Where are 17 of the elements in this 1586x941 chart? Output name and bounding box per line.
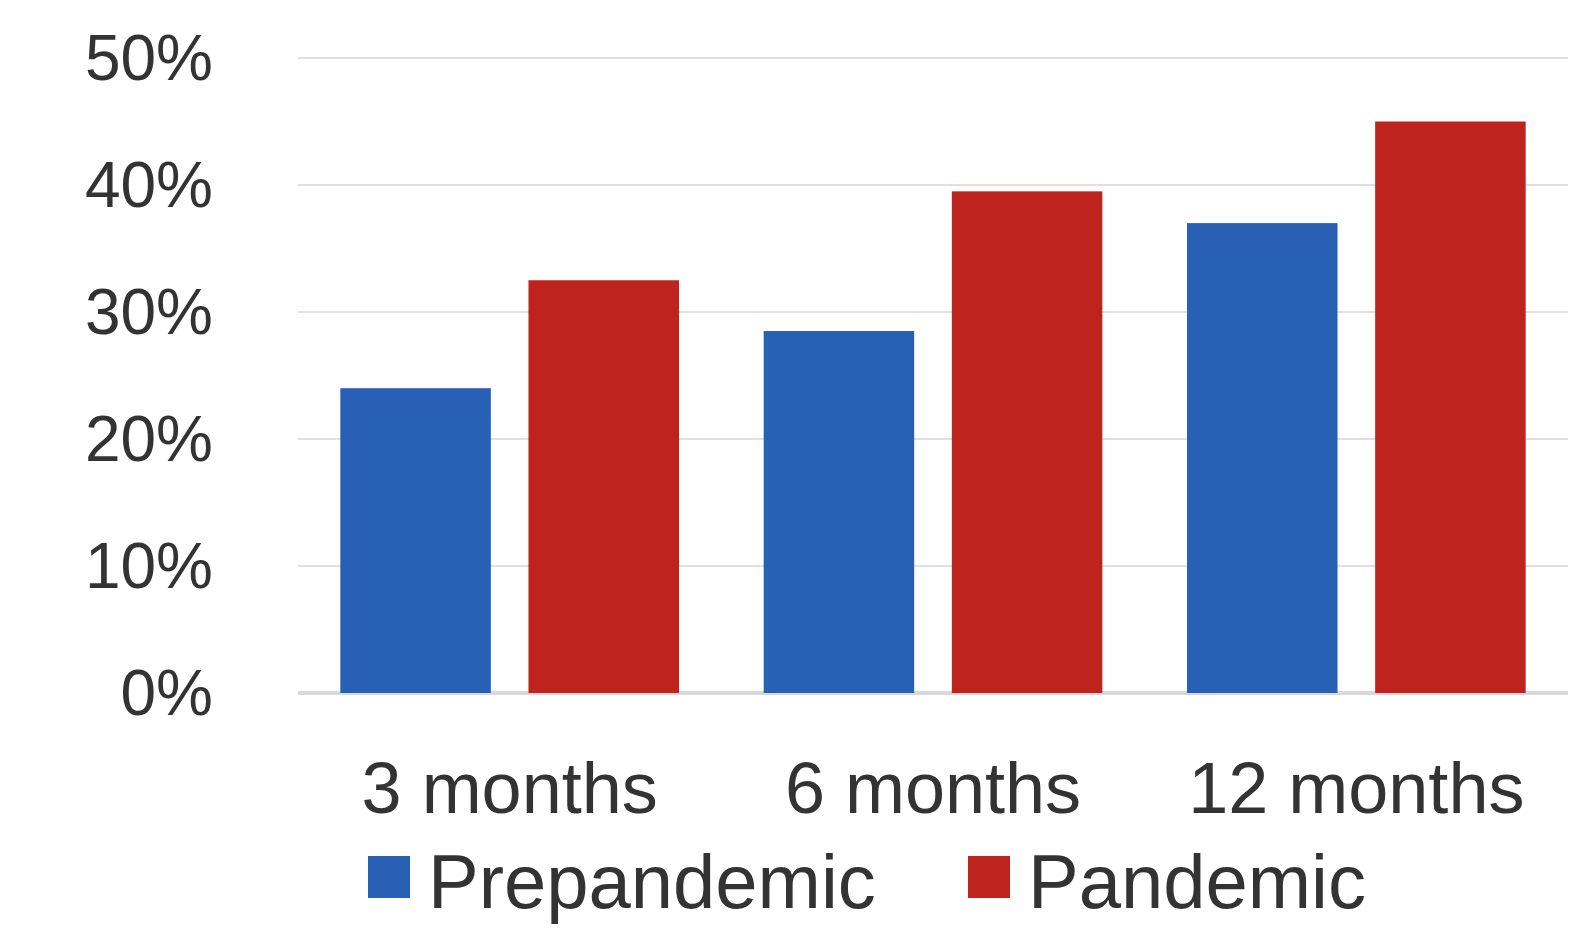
y-tick-label: 30% xyxy=(84,276,213,349)
y-tick-label: 40% xyxy=(84,149,213,222)
x-tick-label: 3 months xyxy=(361,748,658,828)
bar xyxy=(763,331,915,693)
legend-label: Pandemic xyxy=(1028,839,1366,924)
x-tick-label: 6 months xyxy=(784,748,1082,828)
y-tick-label: 20% xyxy=(84,403,213,476)
bar xyxy=(1375,121,1526,693)
x-tick-label: 12 months xyxy=(1188,748,1525,828)
y-tick-label: 0% xyxy=(120,657,213,730)
y-tick-label: 10% xyxy=(84,530,213,603)
bar xyxy=(340,388,491,693)
y-tick-label: 50% xyxy=(84,22,213,95)
bar xyxy=(951,191,1103,693)
legend-label: Prepandemic xyxy=(428,839,876,924)
bar xyxy=(1187,223,1338,693)
bar xyxy=(528,280,679,693)
